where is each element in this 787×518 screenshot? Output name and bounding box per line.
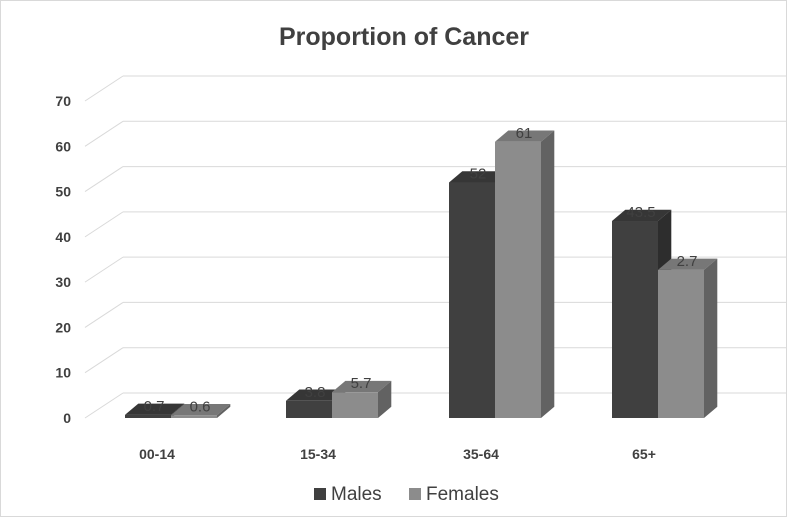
gridline-diagonal (84, 347, 124, 374)
bar-front (125, 414, 171, 418)
bar-side (378, 380, 392, 418)
legend-item-females: Females (409, 484, 499, 505)
y-tick-label: 10 (55, 365, 71, 381)
y-tick-label: 40 (55, 229, 71, 245)
gridline-diagonal (84, 392, 124, 419)
data-label: 3.8 (305, 384, 326, 401)
legend-swatch (409, 488, 421, 500)
bar-females-35-64 (495, 130, 555, 418)
y-tick-label: 0 (63, 410, 71, 426)
x-category-label: 65+ (632, 446, 656, 462)
chart-title: Proportion of Cancer (279, 23, 529, 51)
gridline-diagonal (84, 75, 124, 102)
legend-swatch (314, 488, 326, 500)
bar-females-65+ (658, 258, 718, 418)
bar-top (171, 404, 231, 416)
bar-top (286, 389, 346, 401)
data-labels: 0.7 3.8 52 43.5 0.6 5.7 61 2.7 (144, 125, 698, 416)
bars (125, 130, 718, 418)
legend-label: Females (426, 484, 499, 505)
y-tick-label: 70 (55, 93, 71, 109)
bar-top (658, 258, 718, 270)
bar-front (449, 182, 495, 418)
gridline-diagonal (84, 302, 124, 328)
bar-front (332, 392, 378, 418)
bar-side (217, 404, 231, 418)
bar-side (704, 258, 718, 418)
bar-top (449, 171, 509, 183)
x-category-label: 35-64 (463, 446, 499, 462)
bar-front (495, 141, 541, 418)
gridline-diagonal (84, 211, 124, 238)
x-axis-category-labels: 00-14 15-34 35-64 65+ (139, 446, 656, 462)
legend: Males Females (314, 484, 499, 505)
bar-top (612, 209, 672, 222)
bar-top (332, 380, 392, 393)
gridline-diagonal (84, 120, 124, 147)
gridline-diagonal (84, 256, 124, 283)
bar-front (171, 415, 217, 418)
bar-females-15-34 (332, 380, 392, 418)
bar-top (125, 403, 185, 415)
x-category-label: 00-14 (139, 446, 175, 462)
gridline-diagonal (84, 166, 124, 192)
y-tick-label: 50 (55, 184, 71, 200)
data-label: 5.7 (351, 375, 372, 392)
bar-front (658, 269, 704, 418)
data-label: 0.7 (144, 398, 165, 415)
data-label: 43.5 (626, 204, 655, 221)
x-category-label: 15-34 (300, 446, 336, 462)
y-tick-label: 20 (55, 319, 71, 335)
data-label: 52 (470, 166, 487, 183)
y-tick-label: 60 (55, 138, 71, 154)
y-tick-label: 30 (55, 274, 71, 290)
bar-females-00-14 (171, 404, 231, 418)
bar-males-65+ (612, 209, 672, 418)
legend-label: Males (331, 484, 382, 505)
y-axis-tick-labels: 0 10 20 30 40 50 60 70 (55, 93, 71, 426)
bar-side (541, 130, 555, 418)
bar-top (495, 130, 555, 142)
data-label: 61 (516, 125, 533, 142)
bar-front (612, 221, 658, 418)
legend-item-males: Males (314, 484, 382, 505)
data-label: 0.6 (190, 398, 211, 415)
bar-front (286, 400, 332, 418)
data-label: 2.7 (677, 253, 698, 270)
